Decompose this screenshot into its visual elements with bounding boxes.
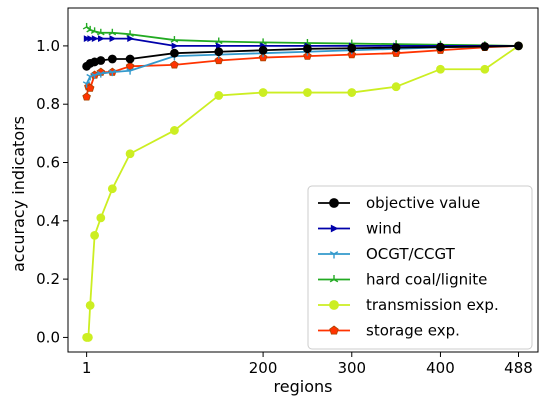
series-hard-coal-lignite xyxy=(82,22,523,49)
data-point xyxy=(126,68,134,75)
data-point xyxy=(347,43,357,53)
y-tick-label: 0.4 xyxy=(36,212,60,230)
data-point xyxy=(126,30,134,37)
x-tick-label: 1 xyxy=(82,359,92,377)
legend-entry: objective value xyxy=(318,194,480,212)
data-point xyxy=(214,55,224,65)
series-transmission-exp- xyxy=(82,41,523,342)
axes-frame xyxy=(67,7,539,353)
data-point xyxy=(258,45,268,55)
data-point xyxy=(391,82,401,92)
data-point xyxy=(108,28,117,36)
x-tick-label: 200 xyxy=(249,359,278,377)
data-point xyxy=(96,213,106,223)
series-objective-value xyxy=(82,41,523,71)
legend-marker xyxy=(330,224,339,233)
data-point xyxy=(125,61,135,70)
data-point xyxy=(170,126,179,135)
data-point xyxy=(258,88,268,97)
legend-entry: hard coal/lignite xyxy=(318,271,487,289)
data-point xyxy=(214,91,224,100)
y-tick-label: 0.8 xyxy=(36,95,60,113)
data-point xyxy=(170,36,179,43)
legend-marker xyxy=(329,325,339,335)
legend-label: storage exp. xyxy=(366,322,460,340)
legend-label: OCGT/CCGT xyxy=(366,245,456,263)
axes: 1 200 300 400 488 0.0 0.2 0.4 0.6 0.8 1.0 xyxy=(36,7,539,377)
data-point xyxy=(214,37,223,45)
data-point xyxy=(107,54,117,64)
y-tick-label: 0.2 xyxy=(36,270,60,288)
data-point xyxy=(83,35,91,43)
y-tick-label: 0.0 xyxy=(36,328,60,346)
legend: objective value wind OCGT/CCGT hard coal/li… xyxy=(307,185,533,350)
data-point xyxy=(107,184,117,194)
y-tick-label: 0.6 xyxy=(36,154,60,172)
series-storage-exp- xyxy=(82,41,523,101)
data-point xyxy=(480,42,490,51)
data-point xyxy=(90,230,100,240)
legend-entry: OCGT/CCGT xyxy=(318,245,456,263)
data-point xyxy=(125,149,135,159)
data-point xyxy=(87,35,95,43)
data-point xyxy=(90,72,99,80)
data-point xyxy=(127,35,135,43)
x-axis-label: regions xyxy=(274,377,333,396)
series-line xyxy=(86,45,520,339)
data-point xyxy=(170,48,179,58)
data-point xyxy=(109,35,117,43)
data-point xyxy=(347,88,357,97)
data-point xyxy=(91,35,99,43)
legend-marker xyxy=(329,300,339,310)
data-point xyxy=(125,54,135,64)
legend-label: objective value xyxy=(366,194,480,212)
data-point xyxy=(90,27,99,34)
data-point xyxy=(436,64,445,74)
data-point xyxy=(170,60,179,69)
data-point xyxy=(96,56,106,65)
legend-entry: storage exp. xyxy=(318,322,460,340)
data-point xyxy=(108,69,117,77)
y-tick-label: 1.0 xyxy=(36,37,60,55)
data-point xyxy=(96,70,105,78)
x-tick-label: 488 xyxy=(504,359,533,377)
legend-frame xyxy=(307,185,533,350)
data-point xyxy=(303,44,312,54)
data-point xyxy=(303,88,312,97)
series-line xyxy=(85,44,519,98)
data-point xyxy=(83,333,93,342)
data-point xyxy=(514,41,523,51)
data-point xyxy=(82,81,91,88)
legend-entry: wind xyxy=(318,220,401,238)
data-point xyxy=(82,92,91,101)
x-tick-label: 300 xyxy=(337,359,366,377)
data-point xyxy=(98,35,105,43)
y-axis-label: accuracy indicators xyxy=(9,116,28,272)
data-point xyxy=(436,42,445,52)
legend-label: wind xyxy=(366,220,401,238)
data-point xyxy=(214,47,224,57)
plot-area xyxy=(82,22,523,342)
legend-marker xyxy=(329,251,339,259)
series-line xyxy=(86,26,519,47)
data-point xyxy=(480,64,490,74)
data-point xyxy=(171,42,179,50)
legend-marker xyxy=(329,198,339,208)
data-point xyxy=(85,300,95,310)
data-point xyxy=(391,43,401,53)
legend-marker xyxy=(329,275,339,283)
legend-entry: transmission exp. xyxy=(318,296,499,314)
x-tick-label: 400 xyxy=(426,359,455,377)
legend-label: hard coal/lignite xyxy=(366,271,487,289)
legend-label: transmission exp. xyxy=(366,296,499,314)
data-point xyxy=(96,28,105,36)
